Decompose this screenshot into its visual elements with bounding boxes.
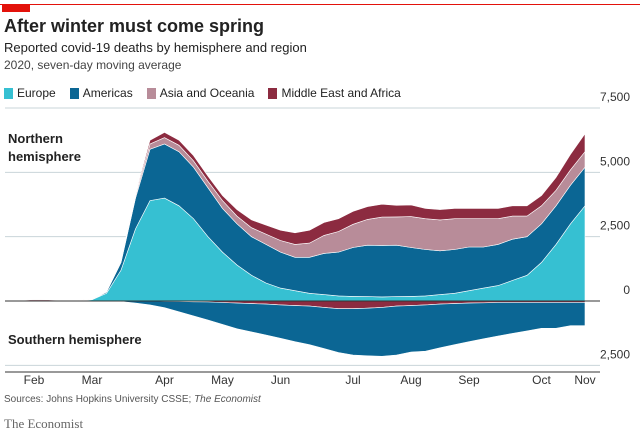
legend-item: Americas	[69, 86, 133, 100]
legend-label: Americas	[82, 86, 133, 100]
annotation-south: Southern hemisphere	[8, 332, 142, 347]
x-tick-label: Jul	[345, 373, 360, 387]
source: Sources: Johns Hopkins University CSSE; …	[4, 394, 261, 405]
x-tick-label: May	[211, 373, 234, 387]
area	[5, 300, 586, 357]
legend-label: Asia and Oceania	[159, 86, 255, 100]
area	[4, 132, 586, 302]
x-tick-label: Nov	[574, 373, 595, 387]
source-text: Sources: Johns Hopkins University CSSE;	[4, 394, 192, 405]
x-tick-label: Jun	[271, 373, 290, 387]
red-tag	[2, 4, 30, 12]
top-rule	[0, 4, 640, 5]
y-tick-label: 0	[623, 283, 630, 297]
legend-item: Middle East and Africa	[268, 86, 401, 100]
y-tick-label: 5,000	[600, 154, 630, 168]
footer-logo: The Economist	[4, 416, 84, 431]
legend-label: Middle East and Africa	[281, 86, 401, 100]
x-tick-label: Mar	[82, 373, 103, 387]
legend-item: Asia and Oceania	[146, 86, 255, 100]
legend-swatch	[146, 87, 156, 99]
legend-label: Europe	[17, 86, 56, 100]
legend-swatch	[69, 87, 79, 99]
legend-item: Europe	[4, 86, 56, 100]
chart-note: 2020, seven-day moving average	[4, 58, 182, 72]
y-tick-label: 7,500	[600, 90, 630, 104]
chart-title: After winter must come spring	[4, 16, 265, 36]
x-tick-label: Oct	[532, 373, 551, 387]
y-tick-label: 2,500	[600, 347, 630, 361]
legend-swatch	[268, 87, 278, 99]
x-tick-label: Sep	[458, 373, 480, 387]
legend: Europe Americas Asia and Oceania Middle Eas…	[4, 86, 401, 100]
annotation-north: Northern hemisphere	[8, 131, 81, 164]
source-publication: The Economist	[194, 394, 261, 405]
x-tick-label: Aug	[400, 373, 421, 387]
legend-swatch	[4, 87, 13, 99]
x-tick-label: Feb	[24, 373, 45, 387]
chart-subtitle: Reported covid-19 deaths by hemisphere a…	[4, 40, 307, 55]
y-tick-label: 2,500	[600, 219, 630, 233]
x-tick-label: Apr	[155, 373, 174, 387]
